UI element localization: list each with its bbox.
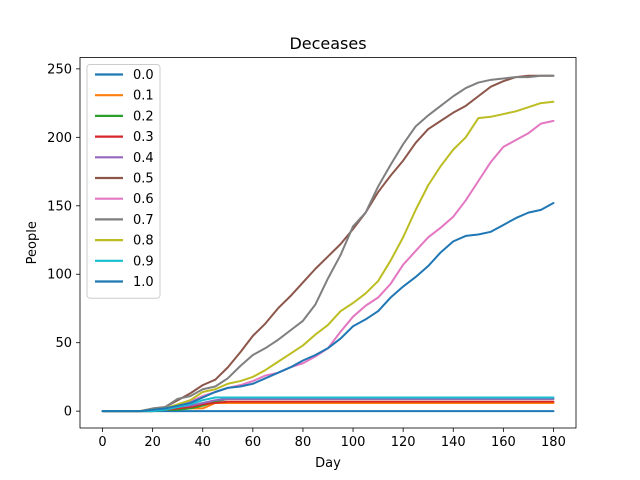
x-axis: 0 20 40 60 80 100 120 140 160 180 xyxy=(98,428,566,450)
x-tick-label: 100 xyxy=(341,435,366,450)
y-axis: 0 50 100 150 200 250 xyxy=(47,62,80,420)
legend-label: 0.9 xyxy=(133,254,154,269)
legend-label: 0.8 xyxy=(133,234,154,249)
legend-label: 0.6 xyxy=(133,192,154,207)
x-tick-label: 120 xyxy=(391,435,416,450)
legend-label: 0.3 xyxy=(133,130,154,145)
y-tick-label: 150 xyxy=(47,199,72,214)
x-tick-label: 40 xyxy=(194,435,211,450)
x-tick-label: 140 xyxy=(441,435,466,450)
series-layer xyxy=(101,74,555,413)
series-line-0-3 xyxy=(101,400,555,413)
x-tick-label: 0 xyxy=(98,435,106,450)
x-tick-label: 160 xyxy=(491,435,516,450)
legend-label: 0.1 xyxy=(133,89,154,104)
legend-label: 0.4 xyxy=(133,151,154,166)
legend-label: 0.0 xyxy=(133,68,154,83)
legend: 0.0 0.1 0.2 0.3 0.4 0.5 0.6 0.7 0.8 0.9 1.0 xyxy=(86,64,161,299)
chart-title: Deceases xyxy=(289,34,366,53)
x-axis-title: Day xyxy=(315,456,341,471)
x-tick-label: 180 xyxy=(541,435,566,450)
y-tick-label: 250 xyxy=(47,62,72,77)
series-line-0-7 xyxy=(101,74,555,413)
x-tick-label: 80 xyxy=(295,435,312,450)
legend-label: 0.7 xyxy=(133,213,154,228)
series-line-1-0 xyxy=(101,202,555,413)
y-axis-title: People xyxy=(25,221,40,264)
x-tick-label: 20 xyxy=(144,435,161,450)
series-line-0-5 xyxy=(101,74,555,413)
series-line-0-6 xyxy=(101,119,555,413)
y-tick-label: 100 xyxy=(47,268,72,283)
y-tick-label: 0 xyxy=(64,405,72,420)
legend-label: 0.2 xyxy=(133,109,154,124)
series-line-0-9 xyxy=(101,396,555,413)
legend-label: 0.5 xyxy=(133,172,154,187)
legend-label: 1.0 xyxy=(133,275,154,290)
plot-area-frame xyxy=(79,57,577,429)
x-tick-label: 60 xyxy=(245,435,262,450)
y-tick-label: 50 xyxy=(55,336,72,351)
y-tick-label: 200 xyxy=(47,131,72,146)
series-line-0-4 xyxy=(101,397,555,413)
series-line-0-8 xyxy=(101,100,555,413)
